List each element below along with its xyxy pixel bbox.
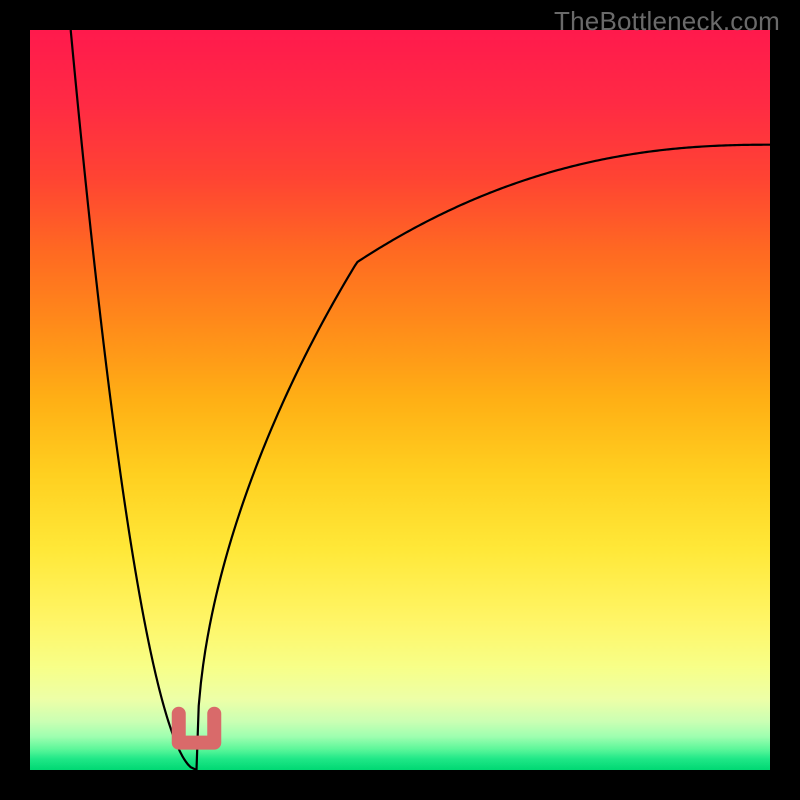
- bottleneck-curve: [71, 30, 770, 770]
- plot-area: [30, 30, 770, 770]
- watermark-text: TheBottleneck.com: [554, 6, 780, 37]
- chart-overlay-svg: [30, 30, 770, 770]
- minimum-marker: [179, 714, 215, 743]
- figure-root: TheBottleneck.com: [0, 0, 800, 800]
